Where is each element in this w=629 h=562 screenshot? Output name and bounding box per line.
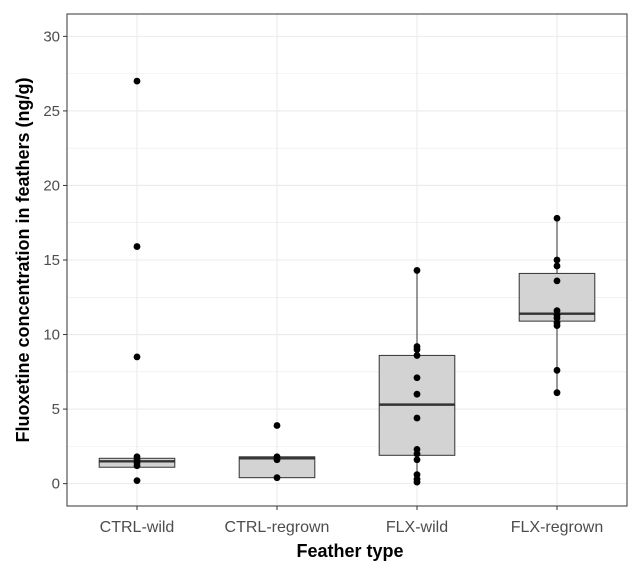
data-point bbox=[553, 322, 561, 329]
data-point bbox=[413, 267, 421, 274]
data-point bbox=[273, 456, 281, 464]
y-tick-label: 25 bbox=[43, 103, 60, 120]
data-point bbox=[553, 366, 561, 374]
data-point bbox=[553, 389, 561, 397]
data-point bbox=[133, 353, 141, 361]
grid-lines bbox=[67, 14, 627, 506]
box-FLX-wild bbox=[378, 270, 456, 483]
data-points bbox=[133, 77, 561, 486]
x-axis-ticks: CTRL-wild CTRL-regrown FLX-wild FLX-regrown bbox=[100, 506, 603, 536]
data-point bbox=[413, 346, 421, 353]
data-point bbox=[413, 352, 421, 359]
data-point bbox=[413, 414, 421, 422]
x-tick-label: FLX-regrown bbox=[511, 519, 603, 536]
y-tick-label: 5 bbox=[52, 401, 60, 418]
data-point bbox=[133, 243, 141, 250]
y-tick-label: 10 bbox=[43, 327, 60, 344]
x-axis-title: Feather type bbox=[296, 541, 403, 561]
x-tick-label: CTRL-wild bbox=[100, 519, 175, 536]
data-point bbox=[133, 77, 141, 85]
data-point bbox=[553, 214, 561, 222]
x-tick-label: CTRL-regrown bbox=[225, 519, 330, 536]
y-tick-label: 30 bbox=[43, 28, 60, 45]
data-point bbox=[273, 422, 281, 429]
data-point bbox=[553, 262, 561, 270]
data-point bbox=[553, 256, 561, 264]
data-point bbox=[413, 456, 421, 464]
data-point bbox=[133, 462, 141, 470]
data-point bbox=[413, 374, 421, 382]
y-tick-label: 20 bbox=[43, 177, 60, 194]
data-point bbox=[413, 450, 421, 458]
y-tick-label: 15 bbox=[43, 252, 60, 269]
data-point bbox=[413, 478, 421, 486]
data-point bbox=[273, 474, 281, 482]
data-point bbox=[553, 277, 561, 285]
data-point bbox=[413, 390, 421, 398]
data-point bbox=[133, 477, 141, 485]
x-tick-label: FLX-wild bbox=[386, 519, 448, 536]
y-axis-ticks: 0 5 10 15 20 25 30 bbox=[43, 28, 67, 493]
y-axis-title: Fluoxetine concentration in feathers (ng… bbox=[13, 77, 33, 442]
y-tick-label: 0 bbox=[52, 476, 60, 493]
